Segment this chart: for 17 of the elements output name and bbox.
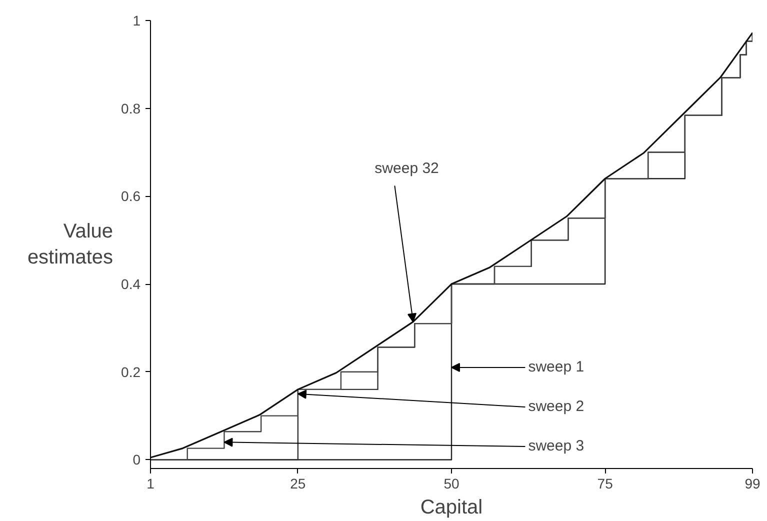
annotation: sweep 1 bbox=[528, 358, 584, 376]
y-tick-label: 0.6 bbox=[121, 188, 141, 204]
x-tick-label: 25 bbox=[290, 476, 306, 492]
y-tick-label: 0.4 bbox=[121, 276, 141, 292]
x-tick-label: 1 bbox=[146, 476, 155, 492]
x-tick-label: 75 bbox=[597, 476, 614, 492]
y-axis-title: Value estimates bbox=[27, 220, 114, 269]
annotation: sweep 32 bbox=[374, 160, 439, 177]
y-tick-label: 0 bbox=[132, 452, 141, 468]
annotation: sweep 2 bbox=[528, 398, 584, 416]
y-tick-label: 0.8 bbox=[121, 100, 141, 116]
x-axis-title: Capital bbox=[420, 496, 483, 518]
annotation: sweep 3 bbox=[528, 438, 584, 455]
y-tick-label: 1 bbox=[132, 12, 141, 28]
x-tick-label: 50 bbox=[444, 476, 460, 492]
x-tick-label: 99 bbox=[744, 476, 760, 492]
y-tick-label: 0.2 bbox=[121, 364, 141, 380]
